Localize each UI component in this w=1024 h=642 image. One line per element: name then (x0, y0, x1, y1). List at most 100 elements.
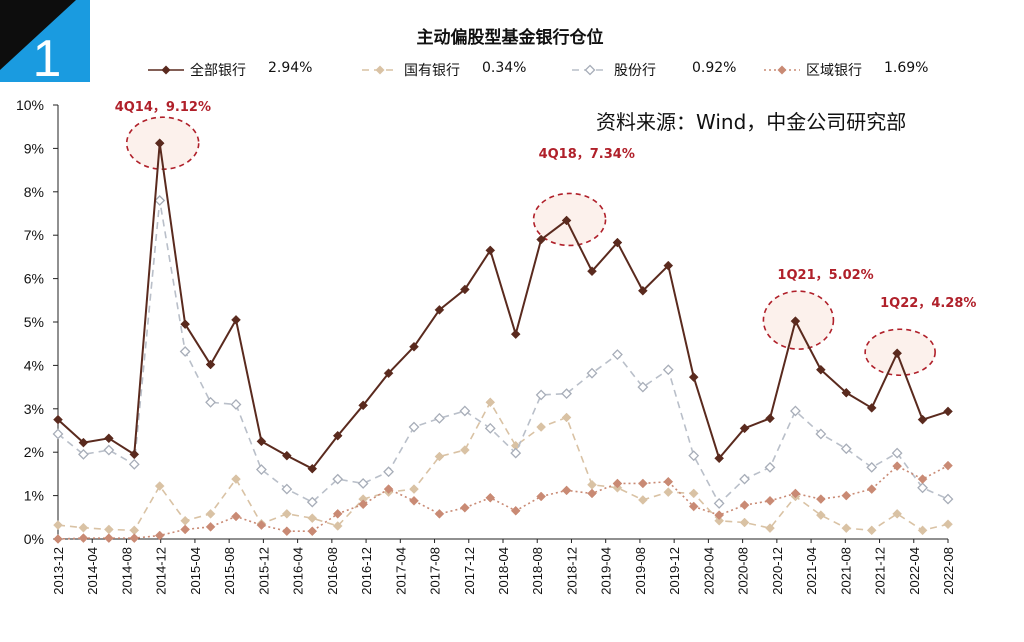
data-point (332, 430, 343, 441)
data-point (688, 372, 699, 382)
data-point (612, 237, 623, 248)
data-point (78, 448, 89, 460)
data-point (841, 523, 852, 534)
x-tick-label: 2014-08 (119, 547, 134, 595)
data-point (561, 485, 572, 496)
data-point (637, 381, 649, 393)
data-point (790, 316, 801, 326)
y-tick-label: 0% (24, 531, 44, 547)
data-point (460, 284, 470, 295)
data-point (587, 488, 597, 499)
data-point (713, 497, 725, 509)
legend-series-value: 1.69% (884, 60, 929, 76)
data-point (536, 422, 546, 432)
y-tick-label: 10% (16, 97, 44, 113)
data-point (815, 428, 827, 440)
data-point (460, 502, 470, 513)
series-区域银行 (53, 460, 953, 544)
data-point (383, 466, 394, 478)
x-tick-label: 2019-12 (667, 547, 682, 595)
data-point (383, 368, 394, 379)
data-point (663, 476, 674, 487)
series-股份行 (52, 195, 954, 509)
data-point (638, 285, 648, 296)
annotation-label: 4Q14，9.12% (114, 100, 211, 116)
data-point (256, 520, 267, 530)
data-point (612, 478, 623, 489)
x-tick-label: 2019-04 (599, 547, 614, 595)
x-tick-label: 2016-08 (325, 547, 340, 595)
legend-series-name: 国有银行 (404, 63, 460, 79)
data-point (587, 479, 597, 490)
chart-title: 主动偏股型基金银行仓位 (416, 28, 604, 48)
data-point (892, 461, 902, 471)
data-point (129, 533, 140, 543)
legend-series-name: 区域银行 (806, 63, 862, 79)
data-point (586, 367, 598, 379)
data-point (917, 482, 928, 494)
data-point (129, 449, 140, 460)
legend-swatch (764, 65, 800, 75)
x-tick-label: 2015-12 (256, 547, 271, 595)
data-point (78, 437, 89, 448)
data-point (485, 397, 496, 408)
data-point (53, 414, 63, 425)
x-tick-label: 2017-04 (393, 547, 408, 595)
data-point (307, 463, 318, 474)
data-point (765, 413, 775, 424)
series-全部银行 (53, 138, 953, 474)
data-point (180, 524, 190, 535)
x-tick-label: 2018-08 (530, 547, 545, 595)
data-point (154, 138, 165, 149)
data-point (561, 215, 572, 226)
x-tick-label: 2015-08 (222, 547, 237, 595)
x-tick-label: 2022-08 (941, 547, 956, 595)
data-point (307, 526, 318, 537)
data-point (154, 195, 166, 206)
data-point (714, 515, 724, 526)
data-point (434, 451, 445, 462)
data-point (179, 346, 191, 357)
data-point (866, 403, 877, 413)
x-tick-label: 2014-12 (154, 547, 169, 595)
data-point (230, 399, 242, 410)
annotation-label: 4Q18，7.34% (538, 147, 635, 163)
data-point (638, 478, 648, 489)
data-point (942, 493, 954, 505)
series-line (57, 142, 949, 470)
series-line (57, 464, 949, 540)
legend-swatch (572, 64, 608, 76)
x-tick-label: 2020-08 (736, 547, 751, 595)
data-point (739, 517, 750, 528)
data-point (892, 508, 902, 519)
data-point (434, 304, 445, 315)
data-point (205, 508, 216, 519)
data-point (841, 387, 852, 398)
y-tick-label: 6% (24, 271, 44, 287)
data-point (78, 522, 89, 533)
data-point (535, 389, 547, 401)
annotation-label: 1Q21，5.02% (777, 268, 874, 284)
data-point (840, 443, 852, 455)
data-point (53, 534, 63, 544)
data-point (714, 510, 724, 520)
data-point (282, 450, 292, 461)
data-point (281, 483, 293, 495)
data-point (460, 445, 470, 455)
data-point (663, 260, 674, 271)
data-point (205, 396, 216, 408)
y-tick-label: 7% (24, 227, 44, 243)
data-point (892, 348, 902, 359)
data-point (180, 515, 190, 526)
data-point (917, 414, 928, 425)
data-point (638, 495, 648, 505)
data-point (917, 474, 928, 484)
annotation-label: 1Q22，4.28% (880, 296, 977, 312)
data-point (816, 494, 826, 504)
data-point (409, 484, 419, 494)
data-point (765, 523, 775, 534)
data-point (739, 423, 750, 434)
x-tick-label: 2021-08 (838, 547, 853, 595)
data-point (561, 388, 572, 400)
x-tick-label: 2020-04 (701, 547, 716, 595)
